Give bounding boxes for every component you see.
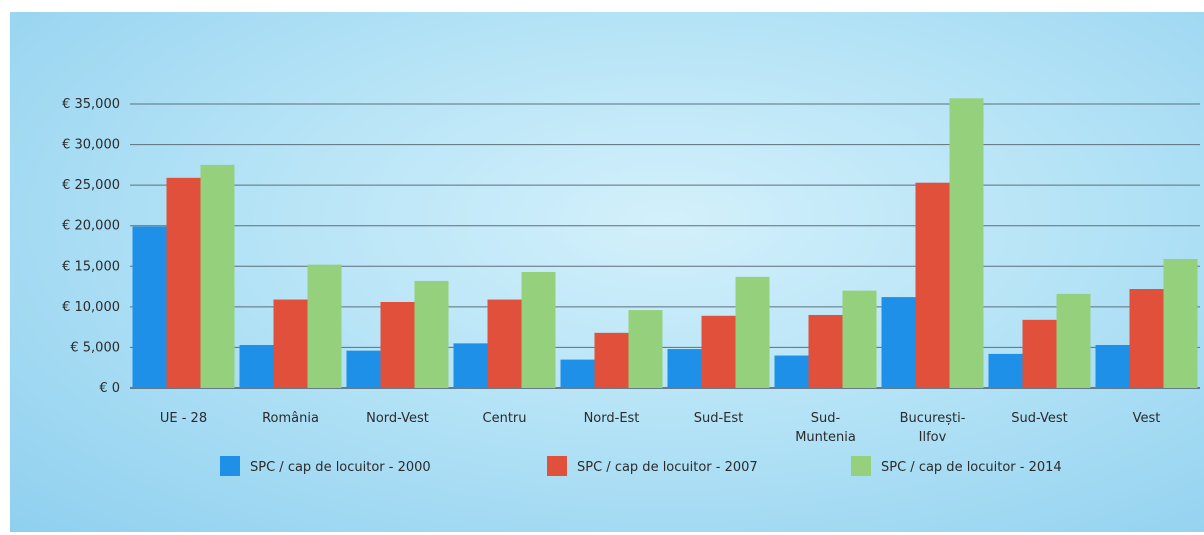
bar — [667, 349, 702, 388]
legend: SPC / cap de locuitor - 2000 SPC / cap de… — [220, 456, 1062, 476]
x-category-label: Sud-Vest — [1011, 411, 1067, 426]
x-category-label: Sud- — [811, 411, 841, 426]
bar — [200, 164, 235, 388]
legend-label: SPC / cap de locuitor - 2000 — [250, 460, 431, 475]
bar — [881, 297, 916, 388]
bar — [487, 299, 522, 388]
bar — [273, 299, 308, 388]
bar — [594, 332, 629, 388]
legend-swatch — [851, 456, 871, 476]
bar-chart: € 0 € 5,000 € 10,000 € 15,000 € 20,000 € 25,0… — [62, 97, 1200, 476]
x-axis: UE - 28 România Nord-Vest Centru Nord-Est Sud… — [160, 411, 1161, 445]
bar — [414, 280, 449, 388]
x-category-label: Centru — [483, 411, 527, 426]
bar — [560, 359, 595, 388]
bar — [239, 344, 274, 388]
legend-swatch — [547, 456, 567, 476]
bar — [1056, 293, 1091, 388]
x-category-label: UE - 28 — [160, 411, 207, 426]
y-tick-label: € 0 — [99, 381, 120, 396]
legend-swatch — [220, 456, 240, 476]
x-category-label: Sud-Est — [694, 411, 744, 426]
y-tick-label: € 25,000 — [62, 178, 120, 193]
x-category-label: România — [262, 411, 319, 426]
bar — [453, 343, 488, 388]
bar — [521, 271, 556, 388]
bar — [1129, 289, 1164, 388]
bar — [842, 290, 877, 388]
bar — [380, 301, 415, 388]
x-category-label: Vest — [1133, 411, 1161, 426]
bar — [988, 353, 1023, 388]
chart-panel: € 0 € 5,000 € 10,000 € 15,000 € 20,000 € 25,0… — [10, 12, 1204, 532]
bar — [808, 314, 843, 388]
x-category-label: Ilfov — [919, 430, 947, 445]
bar — [346, 350, 381, 388]
y-tick-label: € 15,000 — [62, 259, 120, 274]
legend-label: SPC / cap de locuitor - 2007 — [577, 460, 758, 475]
bar — [949, 98, 984, 388]
legend-label: SPC / cap de locuitor - 2014 — [881, 460, 1062, 475]
y-tick-label: € 35,000 — [62, 97, 120, 112]
y-tick-label: € 20,000 — [62, 219, 120, 234]
y-tick-label: € 10,000 — [62, 300, 120, 315]
bars — [132, 98, 1198, 388]
y-axis: € 0 € 5,000 € 10,000 € 15,000 € 20,000 € 25,0… — [62, 97, 120, 396]
bar — [1163, 258, 1198, 388]
bar — [166, 177, 201, 388]
x-category-label: București- — [900, 411, 966, 426]
y-tick-label: € 5,000 — [70, 340, 120, 355]
bar — [1095, 344, 1130, 388]
bar — [701, 315, 736, 388]
bar — [132, 226, 167, 388]
bar — [1022, 319, 1057, 388]
bar — [628, 310, 663, 388]
x-category-label: Nord-Est — [584, 411, 640, 426]
x-category-label: Nord-Vest — [366, 411, 429, 426]
bar — [307, 264, 342, 388]
bar — [915, 182, 950, 388]
y-tick-label: € 30,000 — [62, 138, 120, 153]
bar — [774, 355, 809, 388]
x-category-label: Muntenia — [795, 430, 856, 445]
bar — [735, 276, 770, 388]
